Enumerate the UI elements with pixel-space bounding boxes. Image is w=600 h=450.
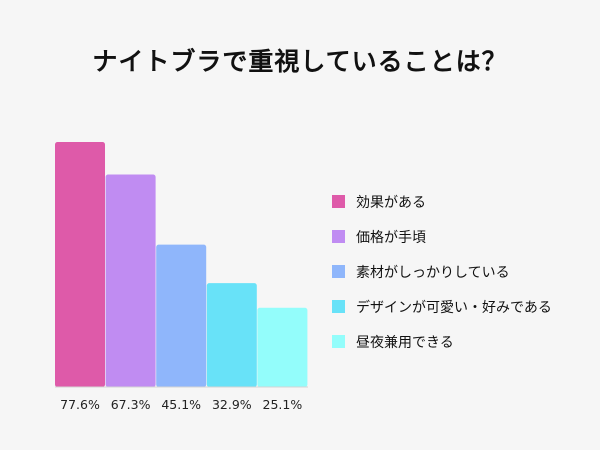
value-label-3: 45.1% (161, 397, 201, 412)
legend-swatch-3 (332, 265, 345, 278)
legend-swatch-1 (332, 195, 345, 208)
legend-swatch-2 (332, 230, 345, 243)
legend-label-1: 効果がある (356, 194, 426, 211)
legend-item-3: 素材がしっかりしている (332, 254, 552, 289)
legend: 効果がある価格が手頃素材がしっかりしているデザインが可愛い・好みである 昼夜兼用で… (332, 184, 552, 359)
legend-label-4: デザインが可愛い・好みである (356, 299, 552, 316)
legend-swatch-5 (332, 335, 345, 348)
value-label-5: 25.1% (263, 397, 303, 412)
value-label-2: 67.3% (111, 397, 151, 412)
bars-group (55, 142, 308, 387)
chart-title: ナイトブラで重視していることは？ (92, 47, 508, 76)
bar-1 (55, 142, 105, 387)
legend-swatch-4 (332, 300, 345, 313)
value-label-4: 32.9% (212, 397, 252, 412)
bar-5 (257, 307, 308, 387)
bar-2 (105, 174, 156, 387)
legend-item-1: 効果がある (332, 184, 552, 219)
value-label-1: 77.6% (60, 397, 100, 412)
legend-label-5: 昼夜兼用できる (356, 334, 454, 351)
legend-label-2: 価格が手頃 (356, 229, 426, 246)
bar-4 (206, 283, 257, 387)
legend-label-3: 素材がしっかりしている (356, 264, 510, 281)
bar-3 (156, 244, 207, 387)
value-labels-group: 77.6% 67.3% 45.1% 32.9% 25.1% (60, 397, 302, 412)
legend-item-5: 昼夜兼用できる (332, 324, 552, 359)
legend-item-4: デザインが可愛い・好みである (332, 289, 552, 324)
legend-item-2: 価格が手頃 (332, 219, 552, 254)
